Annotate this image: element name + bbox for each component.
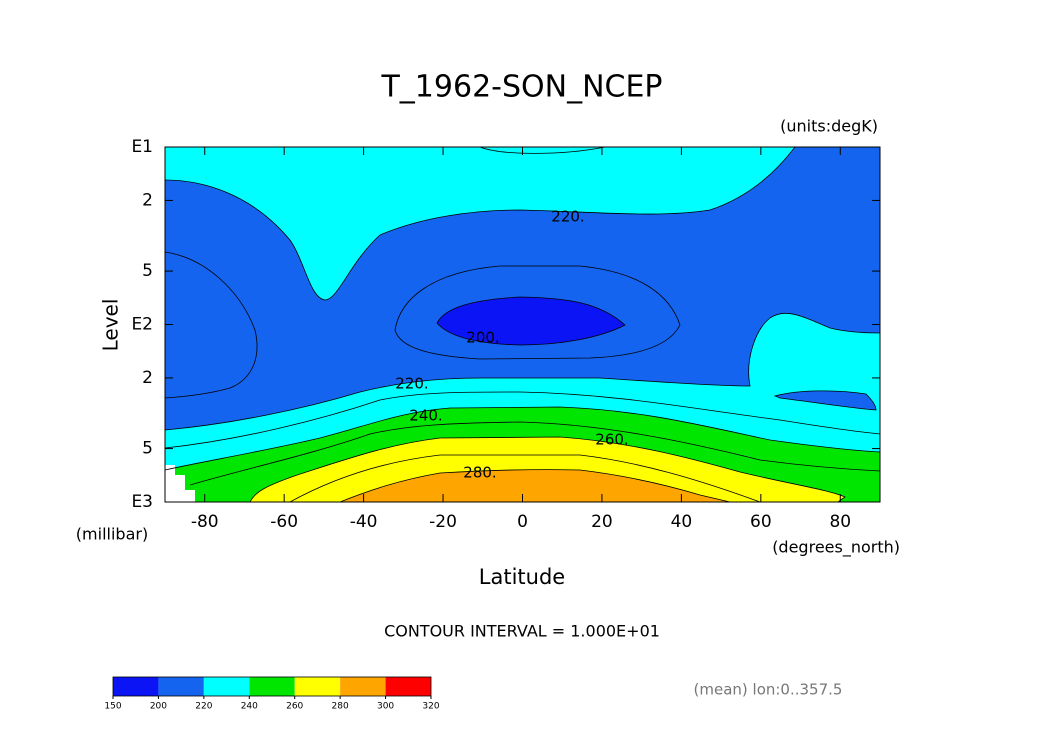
- contour-line: [339, 469, 731, 502]
- mean-note: (mean) lon:0..357.5: [694, 681, 843, 699]
- colorbar-swatch: [203, 677, 250, 696]
- colorbar-label: 260: [286, 702, 303, 712]
- contour-line: [773, 390, 877, 411]
- colorbar-label: 320: [422, 702, 439, 712]
- colorbar-label: 150: [104, 702, 121, 712]
- colorbar-label: 300: [377, 702, 394, 712]
- contour-line: [165, 147, 796, 301]
- x-tick-label: 80: [829, 512, 851, 532]
- y-axis-label: Level: [99, 299, 123, 352]
- y-tick-label: E2: [131, 315, 153, 335]
- colorbar-label: 200: [150, 702, 167, 712]
- x-tick-label: -20: [429, 512, 457, 532]
- y-tick-label: 2: [142, 368, 153, 388]
- contour-line: [189, 421, 880, 486]
- y-tick-label: E3: [131, 492, 153, 512]
- contour-line: [436, 296, 626, 346]
- colorbar-swatch: [340, 677, 386, 696]
- y-tick-label: E1: [131, 137, 153, 157]
- y-tick-label: 5: [142, 439, 153, 459]
- contour-field: [165, 147, 880, 502]
- x-tick-label: -60: [270, 512, 298, 532]
- band-fill: [340, 469, 730, 502]
- contour-label: 240.: [409, 407, 442, 425]
- colorbar-swatch: [113, 677, 159, 696]
- contour-line: [165, 251, 258, 399]
- contour-line: [289, 454, 761, 502]
- band-fill: [437, 297, 625, 345]
- colorbar-label: 220: [195, 702, 212, 712]
- contour-label: 260.: [595, 431, 628, 449]
- contour-line: [479, 147, 606, 154]
- contour-line: [165, 406, 880, 471]
- colorbar: 150 200 220 240 260 280 300 320: [104, 676, 440, 712]
- contour-line: [165, 391, 880, 449]
- x-tick-label: -40: [350, 512, 378, 532]
- colorbar-swatch: [249, 677, 295, 696]
- contour-line: [249, 436, 846, 502]
- y-units: (millibar): [76, 525, 148, 544]
- colorbar-swatch: [385, 677, 431, 696]
- contour-label: 220.: [551, 208, 584, 226]
- x-tick-label: 20: [591, 512, 613, 532]
- band-fill: [165, 147, 795, 300]
- units-note: (units:degK): [780, 117, 878, 136]
- colorbar-label: 240: [241, 702, 258, 712]
- contour-label: 220.: [395, 375, 428, 393]
- contour-line: [394, 265, 681, 360]
- x-tick-label: -80: [191, 512, 219, 532]
- contour-interval-note: CONTOUR INTERVAL = 1.000E+01: [384, 622, 660, 641]
- chart-title: T_1962-SON_NCEP: [380, 70, 662, 105]
- y-tick-label: 2: [142, 190, 153, 210]
- colorbar-frame: [112, 676, 432, 697]
- x-tick-label: 60: [750, 512, 772, 532]
- contour-line: [165, 312, 880, 431]
- x-tick-label: 0: [517, 512, 528, 532]
- contour-label: 200.: [466, 329, 499, 347]
- y-tick-label: 5: [142, 261, 153, 281]
- missing-area: [165, 465, 195, 502]
- band-fill: [775, 390, 876, 410]
- contour-label: 280.: [463, 464, 496, 482]
- x-units: (degrees_north): [772, 538, 900, 558]
- colorbar-swatch: [158, 677, 204, 696]
- colorbar-swatch: [294, 677, 341, 696]
- x-tick-label: 40: [671, 512, 693, 532]
- x-axis-label: Latitude: [479, 565, 565, 589]
- colorbar-label: 280: [332, 702, 349, 712]
